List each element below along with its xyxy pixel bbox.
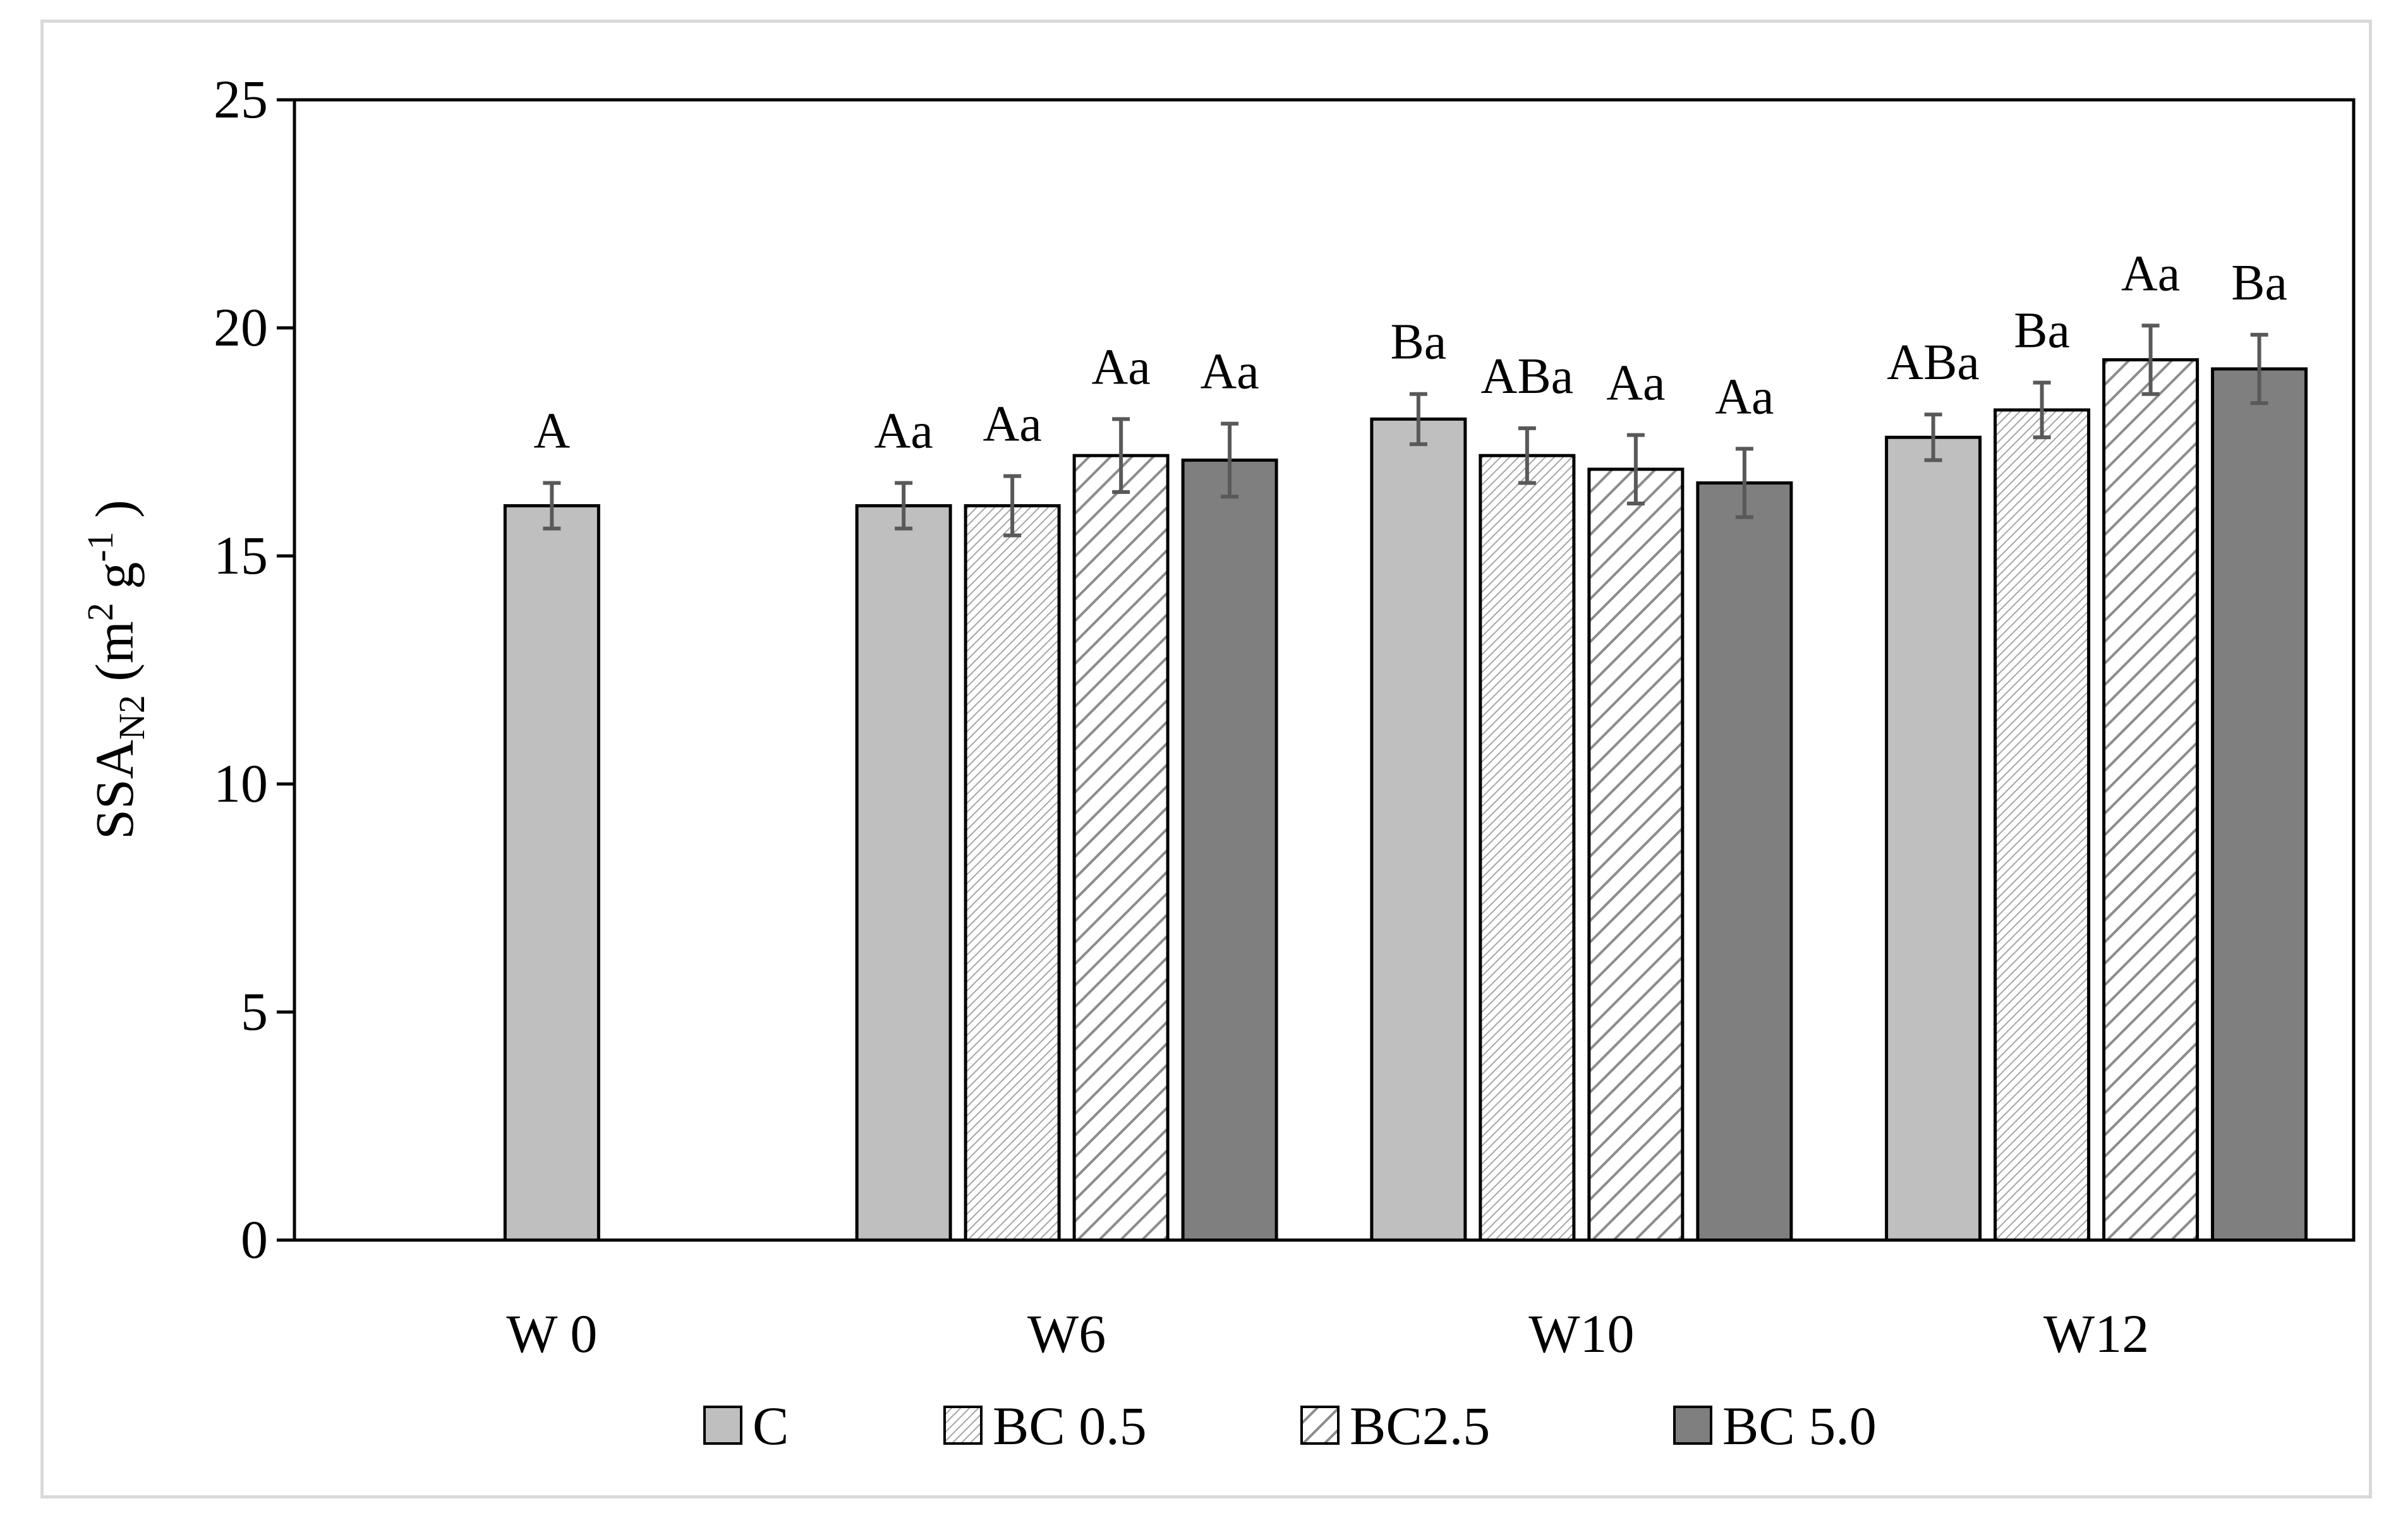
label-bc-5-0-w10: Aa <box>1715 369 1774 425</box>
legend-item-bc-5-0: BC 5.0 <box>1673 1395 1877 1456</box>
label-c-w10: Ba <box>1390 315 1446 370</box>
y-axis-title-main: SSA <box>84 740 145 840</box>
y-tick-label-15: 15 <box>214 525 268 586</box>
y-axis-title-unit-open: (m <box>84 621 145 695</box>
error-bar-c-w6 <box>895 481 913 531</box>
y-tick-label-10: 10 <box>214 753 268 814</box>
y-axis-ticks: 0 5 10 15 20 25 <box>214 69 294 1270</box>
error-bar-bc-0-5-w6 <box>1003 474 1022 538</box>
legend-swatch-c <box>703 1406 742 1445</box>
label-bc-5-0-w6: Aa <box>1200 344 1259 400</box>
label-bc2-5-w12: Aa <box>2121 246 2180 301</box>
label-c-w-0: A <box>533 403 570 459</box>
y-axis-title-subscript: N2 <box>111 695 152 740</box>
x-category-w-0: W 0 <box>506 1303 597 1364</box>
legend-label-c: C <box>753 1395 789 1456</box>
error-bar-bc-5-0-w12 <box>2250 332 2268 406</box>
x-category-w10: W10 <box>1528 1303 1634 1364</box>
label-bc-5-0-w12: Ba <box>2231 255 2287 311</box>
error-bar-bc-5-0-w10 <box>1735 447 1753 519</box>
bars-group <box>503 358 2308 1242</box>
significance-labels-group: A Aa Aa Aa Aa Ba ABa Aa Aa ABa Ba Aa Ba <box>533 246 2287 459</box>
error-bar-bc-0-5-w10 <box>1518 426 1536 485</box>
label-bc2-5-w10: Aa <box>1606 356 1665 411</box>
x-axis-categories: W 0 W6 W10 W12 <box>506 1303 2149 1364</box>
error-bar-c-w12 <box>1924 413 1942 462</box>
bar-c-w10 <box>1370 417 1467 1242</box>
label-bc-0-5-w12: Ba <box>2014 303 2070 359</box>
y-axis-title-unit-close: ) <box>84 500 145 531</box>
error-bar-bc2-5-w6 <box>1112 417 1130 494</box>
error-bar-bc2-5-w10 <box>1626 433 1645 505</box>
y-tick-label-0: 0 <box>241 1209 268 1270</box>
y-axis-title: SSAN2 (m2 g-1 ) <box>80 500 152 840</box>
legend-label-bc-0-5: BC 0.5 <box>993 1395 1147 1456</box>
error-bar-c-w10 <box>1409 392 1427 447</box>
error-bar-bc2-5-w12 <box>2141 323 2160 396</box>
label-bc-0-5-w10: ABa <box>1481 349 1574 404</box>
bar-bc2-5-w12 <box>2102 358 2199 1242</box>
error-bar-c-w-0 <box>543 481 561 531</box>
bar-bc-5-0-w10 <box>1696 481 1793 1242</box>
bar-c-w-0 <box>503 504 600 1242</box>
y-axis-title-unit-mid: g <box>84 562 145 603</box>
plot-area <box>293 98 2356 1242</box>
legend-item-bc2-5: BC2.5 <box>1300 1395 1490 1456</box>
label-c-w6: Aa <box>874 403 933 459</box>
bar-bc-0-5-w6 <box>964 504 1061 1242</box>
error-bar-bc-5-0-w6 <box>1221 421 1239 499</box>
bar-bc2-5-w6 <box>1072 454 1170 1242</box>
y-tick-label-5: 5 <box>241 981 268 1042</box>
bar-bc-0-5-w10 <box>1479 454 1576 1242</box>
legend-item-bc-0-5: BC 0.5 <box>943 1395 1147 1456</box>
bar-bc-5-0-w12 <box>2211 367 2308 1242</box>
legend: C BC 0.5 BC2.5 BC 5.0 <box>703 1395 1877 1456</box>
bar-c-w6 <box>855 504 952 1242</box>
legend-swatch-bc-0-5 <box>943 1406 983 1445</box>
error-bars-group <box>543 323 2268 538</box>
chart-frame <box>40 20 2372 1498</box>
legend-label-bc2-5: BC2.5 <box>1350 1395 1490 1456</box>
y-tick-label-25: 25 <box>214 69 268 130</box>
y-tick-label-20: 20 <box>214 297 268 358</box>
bar-c-w12 <box>1885 435 1982 1242</box>
x-category-w6: W6 <box>1027 1303 1106 1364</box>
label-c-w12: ABa <box>1887 335 1980 390</box>
label-bc-0-5-w6: Aa <box>983 397 1041 452</box>
legend-swatch-bc-5-0 <box>1673 1406 1712 1445</box>
y-axis-title-superscript-1: 2 <box>80 603 121 621</box>
error-bar-bc-0-5-w12 <box>2033 380 2051 440</box>
bar-bc-5-0-w6 <box>1181 458 1278 1242</box>
bar-bc2-5-w10 <box>1587 467 1685 1242</box>
legend-swatch-bc2-5 <box>1300 1406 1340 1445</box>
bar-bc-0-5-w12 <box>1994 408 2091 1242</box>
legend-label-bc-5-0: BC 5.0 <box>1722 1395 1877 1456</box>
y-axis-title-superscript-2: -1 <box>80 531 121 562</box>
legend-item-c: C <box>703 1395 789 1456</box>
x-category-w12: W12 <box>2043 1303 2149 1364</box>
label-bc2-5-w6: Aa <box>1091 339 1150 395</box>
